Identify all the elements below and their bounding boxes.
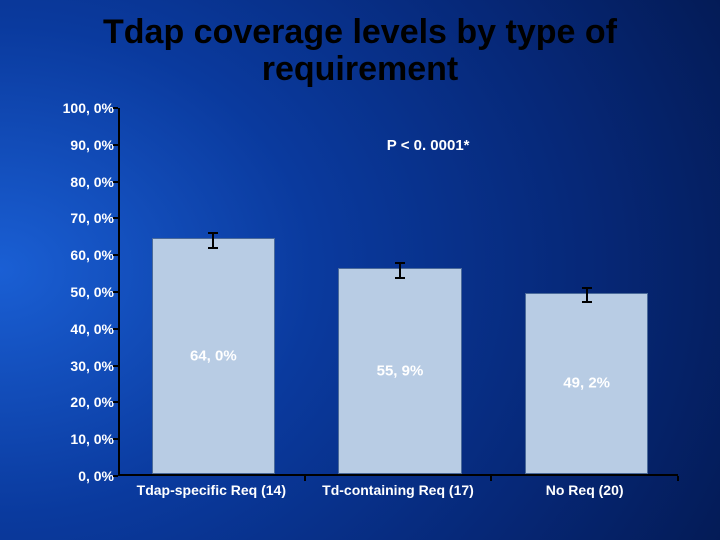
error-cap	[395, 277, 405, 279]
error-cap	[208, 232, 218, 234]
y-tick-mark	[113, 475, 118, 477]
y-tick-label: 100, 0%	[44, 100, 114, 116]
x-category-label: Tdap-specific Req (14)	[118, 482, 305, 498]
y-tick-label: 20, 0%	[44, 394, 114, 410]
y-tick-label: 70, 0%	[44, 210, 114, 226]
y-tick-mark	[113, 254, 118, 256]
y-tick-mark	[113, 107, 118, 109]
y-tick-mark	[113, 144, 118, 146]
chart-title: Tdap coverage levels by type of requirem…	[0, 0, 720, 93]
y-tick-label: 50, 0%	[44, 284, 114, 300]
error-cap	[208, 247, 218, 249]
bar-value-label: 49, 2%	[525, 375, 648, 392]
y-tick-label: 30, 0%	[44, 358, 114, 374]
bar-value-label: 55, 9%	[338, 363, 461, 380]
y-tick-mark	[113, 328, 118, 330]
x-tick-mark	[490, 476, 492, 481]
y-tick-mark	[113, 217, 118, 219]
chart-area: 64, 0%55, 9%49, 2% 0, 0%10, 0%20, 0%30, …	[50, 108, 690, 508]
y-tick-label: 40, 0%	[44, 321, 114, 337]
y-tick-label: 80, 0%	[44, 174, 114, 190]
error-cap	[582, 287, 592, 289]
y-tick-label: 60, 0%	[44, 247, 114, 263]
p-value-annotation: P < 0. 0001*	[387, 137, 470, 154]
y-tick-mark	[113, 291, 118, 293]
x-category-label: No Req (20)	[491, 482, 678, 498]
x-tick-mark	[304, 476, 306, 481]
x-tick-mark	[677, 476, 679, 481]
plot-box: 64, 0% 55, 9% 49, 2%	[118, 108, 678, 476]
y-tick-label: 10, 0%	[44, 431, 114, 447]
error-bar	[399, 263, 401, 278]
error-cap	[582, 301, 592, 303]
y-tick-label: 0, 0%	[44, 468, 114, 484]
x-category-label: Td-containing Req (17)	[305, 482, 492, 498]
error-cap	[395, 262, 405, 264]
y-tick-mark	[113, 181, 118, 183]
y-tick-mark	[113, 438, 118, 440]
y-tick-label: 90, 0%	[44, 137, 114, 153]
y-tick-mark	[113, 365, 118, 367]
bar-value-label: 64, 0%	[152, 348, 275, 365]
error-bar	[212, 233, 214, 248]
error-bar	[586, 288, 588, 303]
y-tick-mark	[113, 401, 118, 403]
